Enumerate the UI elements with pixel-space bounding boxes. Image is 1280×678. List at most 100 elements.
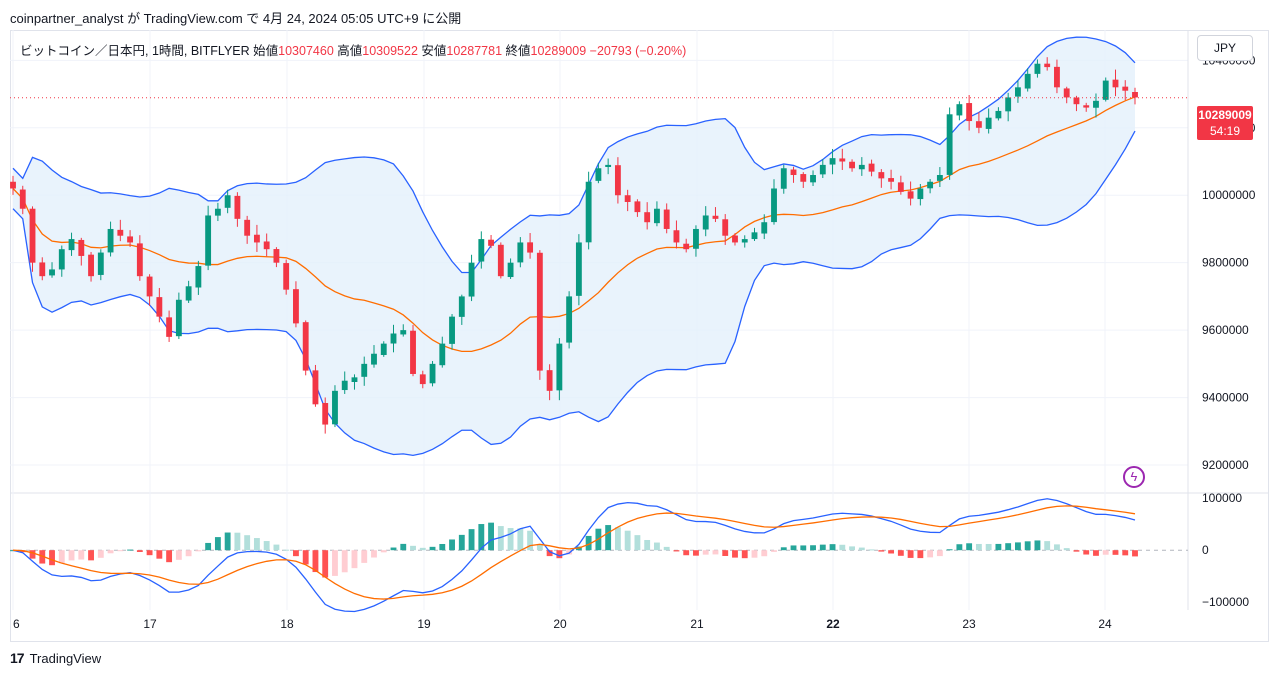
candle — [1014, 80, 1021, 103]
candle — [49, 262, 55, 278]
candle — [819, 159, 826, 179]
lightning-icon[interactable]: ϟ — [1123, 466, 1145, 488]
candle-body — [195, 266, 202, 288]
candle — [956, 101, 963, 121]
candle — [849, 159, 855, 172]
candle-body — [312, 370, 319, 405]
macd-histogram-bar — [107, 550, 114, 554]
candle — [995, 107, 1002, 121]
candle — [566, 291, 573, 349]
candle-body — [1063, 88, 1070, 98]
macd-histogram-bar — [1122, 550, 1129, 556]
candle-body — [907, 191, 914, 199]
macd-histogram-bar — [878, 550, 885, 552]
candle — [68, 232, 75, 256]
macd-histogram-bar — [975, 543, 982, 551]
macd-histogram-bar — [771, 550, 777, 552]
macd-histogram-bar — [644, 539, 651, 551]
candle — [253, 224, 260, 252]
currency-button[interactable]: JPY — [1197, 35, 1253, 61]
candle — [380, 341, 387, 357]
candle — [673, 220, 680, 249]
candle — [214, 202, 221, 222]
candle — [488, 234, 494, 249]
candle — [478, 231, 485, 269]
candle-body — [1034, 63, 1041, 74]
candle — [449, 314, 455, 350]
candle — [732, 233, 738, 246]
tradingview-footer[interactable]: 17 TradingView — [10, 650, 101, 666]
last-price-value: 10289009 — [1198, 108, 1252, 122]
candle — [1102, 77, 1109, 102]
candle — [771, 179, 777, 225]
candle — [39, 257, 46, 281]
macd-histogram-bar — [722, 550, 729, 556]
candle — [429, 361, 436, 387]
candle-body — [858, 164, 865, 170]
macd-histogram-bar — [751, 550, 758, 558]
candle — [351, 374, 358, 390]
candle-body — [332, 390, 338, 425]
candle-body — [1073, 97, 1080, 105]
macd-histogram-bar — [654, 542, 660, 551]
macd-histogram-bar — [224, 532, 231, 551]
macd-histogram-bar — [293, 550, 299, 557]
symbol-label[interactable]: ビットコイン／日本円, 1時間, BITFLYER — [20, 44, 250, 58]
macd-histogram-bar — [693, 550, 699, 556]
candle — [166, 310, 173, 342]
candle-body — [654, 208, 660, 224]
candle — [29, 206, 36, 272]
candle — [780, 164, 787, 194]
candle-body — [283, 263, 290, 290]
lower-band — [12, 130, 1136, 457]
macd-histogram-bar — [419, 547, 426, 551]
candle — [761, 214, 768, 240]
candle-body — [1112, 79, 1119, 88]
candle — [1054, 59, 1060, 94]
macd-histogram-bar — [380, 550, 387, 553]
candle — [527, 233, 534, 259]
macd-histogram-bar — [253, 538, 260, 551]
candle-body — [868, 163, 875, 172]
candle-body — [1044, 63, 1051, 68]
macd-histogram-bar — [1063, 548, 1070, 551]
candle — [400, 324, 407, 337]
macd-histogram-bar — [790, 545, 797, 551]
candle-body — [380, 343, 387, 355]
candle-body — [88, 254, 94, 277]
candle-body — [400, 330, 407, 335]
macd-histogram-bar — [175, 550, 182, 560]
candle-body — [146, 276, 153, 297]
candle-body — [234, 195, 241, 219]
macd-histogram-bar — [546, 550, 553, 557]
macd-histogram-bar — [1024, 541, 1031, 551]
candle — [722, 214, 729, 245]
macd-histogram-bar — [410, 545, 416, 551]
candle — [546, 364, 553, 401]
candle-body — [68, 239, 75, 251]
candle — [224, 189, 231, 214]
candle — [712, 207, 719, 223]
candle-body — [956, 104, 963, 116]
macd-histogram-bar — [29, 550, 36, 559]
candle — [234, 192, 241, 227]
candle — [575, 234, 582, 306]
macd-histogram-bar — [702, 550, 709, 555]
candle-body — [702, 215, 709, 230]
candle — [810, 170, 816, 186]
candle-body — [458, 296, 465, 317]
tradingview-brand: TradingView — [29, 650, 102, 666]
macd-histogram-bar — [995, 543, 1002, 551]
macd-histogram-bar — [527, 530, 534, 551]
candle — [897, 175, 904, 195]
candle — [800, 172, 807, 188]
candle-body — [449, 316, 455, 344]
candle — [10, 175, 16, 195]
macd-histogram-bar — [497, 526, 504, 551]
macd-histogram-bar — [956, 544, 963, 551]
last-price-tag: 10289009 54:19 — [1197, 106, 1253, 140]
macd-histogram-bar — [1014, 542, 1021, 551]
macd-histogram-bar — [839, 544, 846, 551]
macd-y-tick-label: 100000 — [1202, 491, 1242, 505]
